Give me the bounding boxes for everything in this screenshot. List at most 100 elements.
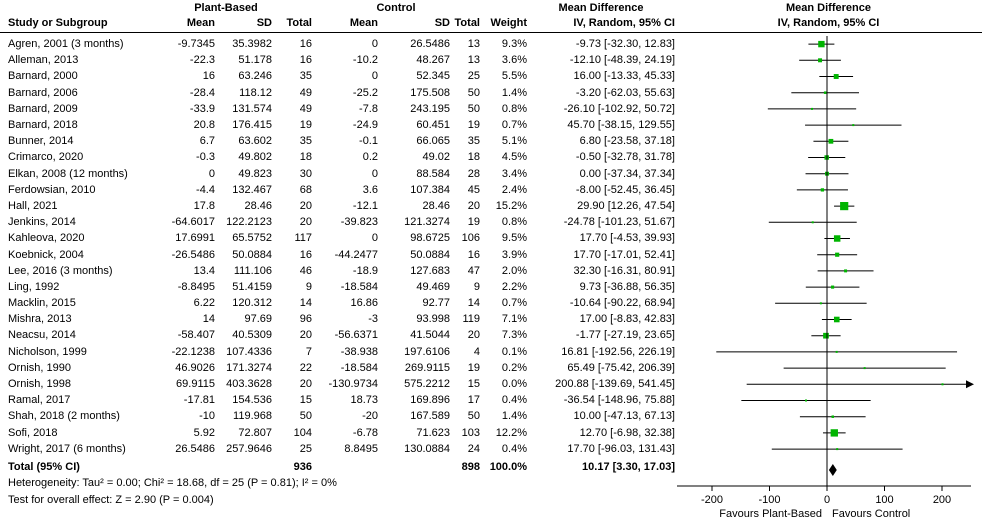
study-row: Macklin, 2015 6.22 120.312 14 16.86 92.7…	[0, 295, 675, 311]
pb-mean-value: -33.9	[189, 102, 215, 115]
c-mean-value: -7.8	[359, 102, 378, 115]
effect-marker	[819, 302, 822, 305]
pb-sd-value: 176.415	[232, 119, 272, 132]
study-name: Elkan, 2008 (12 months)	[8, 167, 128, 180]
c-total-value: 19	[467, 119, 480, 132]
c-mean-value: -18.584	[340, 361, 378, 374]
c-mean-value: 0	[371, 38, 378, 51]
study-name: Ferdowsian, 2010	[8, 183, 96, 196]
weight-value: 0.4%	[501, 394, 527, 407]
c-total-value: 24	[467, 442, 480, 455]
summary-diamond	[828, 464, 837, 476]
study-name: Ornish, 1998	[8, 378, 71, 391]
effect-ci-value: 0.00 [-37.34, 37.34]	[579, 167, 675, 180]
effect-marker	[840, 202, 849, 211]
effect-marker	[828, 138, 834, 144]
pb-mean-value: 6.22	[193, 297, 215, 310]
pb-sd-value: 51.178	[238, 54, 272, 67]
effect-ci-value: 12.70 [-6.98, 32.38]	[579, 426, 675, 439]
study-row: Koebnick, 2004 -26.5486 50.0884 16 -44.2…	[0, 246, 675, 262]
pb-sd-value: 111.106	[233, 264, 272, 277]
pb-sd-value: 50.0884	[232, 248, 272, 261]
pb-total-value: 46	[299, 264, 312, 277]
tick-label: 0	[824, 494, 830, 506]
c-mean-value: -0.1	[359, 135, 378, 148]
tick-label: 200	[933, 494, 951, 506]
study-name: Neacsu, 2014	[8, 329, 76, 342]
study-name: Ling, 1992	[8, 280, 60, 293]
c-total-value: 103	[461, 426, 480, 439]
c-total-value: 35	[467, 135, 480, 148]
tick-label: -100	[758, 494, 780, 506]
pb-total-value: 49	[299, 102, 312, 115]
c-mean-value: -10.2	[352, 54, 378, 67]
effect-marker	[836, 448, 839, 451]
pb-mean-value: -9.7345	[177, 38, 215, 51]
weight-value: 9.5%	[501, 232, 527, 245]
col-effect-ci: IV, Random, 95% CI	[573, 17, 675, 29]
pb-total-value: 35	[299, 135, 312, 148]
pb-total-value: 35	[299, 70, 312, 83]
weight-value: 1.4%	[501, 410, 527, 423]
weight-value: 3.6%	[501, 54, 527, 67]
c-sd-value: 197.6106	[404, 345, 450, 358]
weight-value: 3.9%	[501, 248, 527, 261]
effect-ci-value: -10.64 [-90.22, 68.94]	[569, 297, 675, 310]
effect-ci-value: -1.77 [-27.19, 23.65]	[575, 329, 675, 342]
pb-mean-value: -64.6017	[171, 216, 215, 229]
pb-total-value: 19	[299, 119, 312, 132]
column-header-row: Study or Subgroup Mean SD Total Mean SD …	[0, 17, 675, 29]
col-c-sd: SD	[434, 17, 450, 29]
study-name: Barnard, 2000	[8, 70, 78, 83]
effect-ci-value: -12.10 [-48.39, 24.19]	[569, 54, 675, 67]
pb-mean-value: -26.5486	[171, 248, 215, 261]
c-sd-value: 41.5044	[410, 329, 450, 342]
weight-value: 1.4%	[501, 86, 527, 99]
study-name: Ornish, 1990	[8, 361, 71, 374]
c-mean-value: 8.8495	[344, 442, 378, 455]
effect-marker	[804, 399, 807, 402]
study-name: Macklin, 2015	[8, 297, 76, 310]
arrow-right-icon	[966, 380, 974, 389]
total-effect-ci: 10.17 [3.30, 17.03]	[582, 461, 675, 473]
weight-value: 2.4%	[501, 183, 527, 196]
c-total-value: 17	[467, 394, 480, 407]
pb-total-value: 25	[299, 442, 312, 455]
c-sd-value: 243.195	[410, 102, 450, 115]
c-total-value: 28	[467, 167, 480, 180]
pb-sd-value: 40.5309	[232, 329, 272, 342]
weight-value: 15.2%	[495, 199, 527, 212]
heterogeneity-stats: Heterogeneity: Tau² = 0.00; Chi² = 18.68…	[8, 477, 337, 489]
c-total-value: 50	[467, 410, 480, 423]
study-name: Kahleova, 2020	[8, 232, 85, 245]
total-pb-n: 936	[293, 461, 312, 473]
effect-ci-value: -0.50 [-32.78, 31.78]	[575, 151, 675, 164]
study-row: Alleman, 2013 -22.3 51.178 16 -10.2 48.2…	[0, 52, 675, 68]
effect-ci-value: 6.80 [-23.58, 37.18]	[579, 135, 675, 148]
weight-value: 0.7%	[501, 297, 527, 310]
study-name: Mishra, 2013	[8, 313, 72, 326]
c-mean-value: -12.1	[352, 199, 378, 212]
forest-plot-svg: -200 -100 0 100 200 Favours Plant-Based Favour…	[677, 36, 974, 520]
pb-mean-value: 20.8	[193, 119, 215, 132]
effect-ci-value: 9.73 [-36.88, 56.35]	[579, 280, 675, 293]
c-mean-value: -39.823	[340, 216, 378, 229]
pb-sd-value: 28.46	[244, 199, 272, 212]
pb-mean-value: 13.4	[193, 264, 215, 277]
mean-difference-title: Mean Difference	[558, 2, 644, 14]
c-sd-value: 88.584	[416, 167, 450, 180]
study-row: Shah, 2018 (2 months) -10 119.968 50 -20…	[0, 408, 675, 424]
c-total-value: 19	[467, 216, 480, 229]
c-total-value: 9	[473, 280, 480, 293]
c-sd-value: 167.589	[410, 410, 450, 423]
weight-value: 9.3%	[501, 38, 527, 51]
pb-mean-value: 17.8	[193, 199, 215, 212]
weight-value: 0.4%	[501, 442, 527, 455]
weight-value: 2.2%	[501, 280, 527, 293]
weight-value: 2.0%	[501, 264, 527, 277]
pb-total-value: 7	[305, 345, 312, 358]
effect-ci-value: 17.00 [-8.83, 42.83]	[579, 313, 675, 326]
pb-mean-value: 16	[202, 70, 215, 83]
pb-total-value: 96	[299, 313, 312, 326]
